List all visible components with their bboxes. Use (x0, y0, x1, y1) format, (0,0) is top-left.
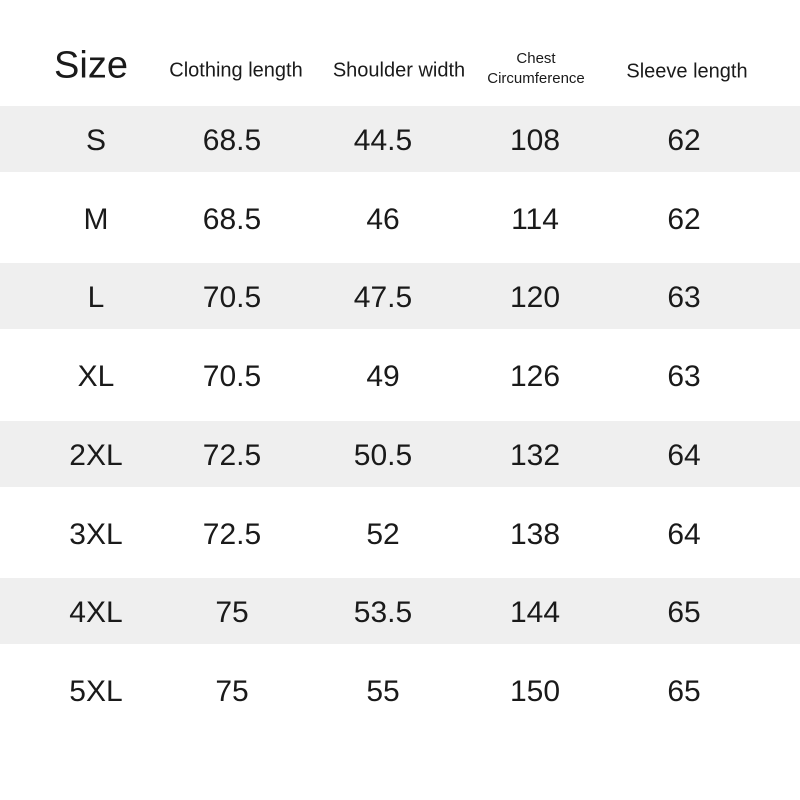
row-stripe (0, 263, 800, 330)
cell-size: 2XL (69, 438, 123, 472)
cell-sleeve-length: 63 (667, 360, 701, 394)
cell-clothing-length: 70.5 (202, 360, 262, 394)
cell-chest-circumference: 126 (509, 360, 561, 394)
cell-clothing-length: 72.5 (202, 517, 262, 551)
row-stripe (0, 420, 800, 487)
cell-clothing-length: 70.5 (202, 281, 262, 315)
cell-chest-circumference: 108 (509, 124, 561, 157)
cell-clothing-length: 72.5 (202, 438, 262, 472)
header-chest-circumference: Chest Circumference (487, 49, 585, 89)
cell-clothing-length: 75 (215, 674, 249, 708)
cell-clothing-length: 68.5 (202, 124, 262, 157)
cell-sleeve-length: 62 (667, 202, 701, 236)
cell-shoulder-width: 53.5 (353, 596, 413, 630)
cell-shoulder-width: 44.5 (353, 124, 413, 157)
cell-size: XL (77, 360, 115, 394)
header-sleeve-length: Sleeve length (626, 60, 748, 83)
header-chest-line1: Chest (516, 50, 556, 67)
cell-sleeve-length: 62 (667, 124, 701, 157)
cell-shoulder-width: 46 (366, 202, 400, 236)
cell-chest-circumference: 132 (509, 438, 561, 472)
cell-chest-circumference: 144 (509, 596, 561, 630)
cell-chest-circumference: 120 (509, 281, 561, 315)
cell-chest-circumference: 114 (511, 202, 559, 236)
cell-shoulder-width: 49 (366, 360, 400, 394)
cell-shoulder-width: 55 (366, 674, 400, 708)
header-shoulder-width: Shoulder width (332, 59, 466, 82)
cell-shoulder-width: 52 (366, 517, 400, 551)
cell-sleeve-length: 64 (667, 438, 701, 472)
header-chest-line2: Circumference (487, 70, 585, 87)
header-clothing-length: Clothing length (169, 59, 303, 82)
cell-chest-circumference: 150 (509, 674, 561, 708)
header-size: Size (54, 44, 128, 87)
cell-sleeve-length: 63 (667, 281, 701, 315)
cell-size: S (85, 124, 107, 157)
cell-sleeve-length: 64 (667, 517, 701, 551)
row-stripe (0, 106, 800, 172)
cell-size: 5XL (69, 674, 123, 708)
cell-size: 3XL (69, 517, 123, 551)
cell-sleeve-length: 65 (667, 674, 701, 708)
cell-clothing-length: 75 (215, 596, 249, 630)
cell-clothing-length: 68.5 (202, 202, 262, 236)
cell-sleeve-length: 65 (667, 596, 701, 630)
cell-size: M (83, 202, 109, 236)
row-stripe (0, 578, 800, 645)
cell-shoulder-width: 50.5 (353, 438, 413, 472)
cell-size: 4XL (69, 596, 123, 630)
cell-shoulder-width: 47.5 (353, 281, 413, 315)
cell-size: L (87, 281, 105, 315)
cell-chest-circumference: 138 (509, 517, 561, 551)
